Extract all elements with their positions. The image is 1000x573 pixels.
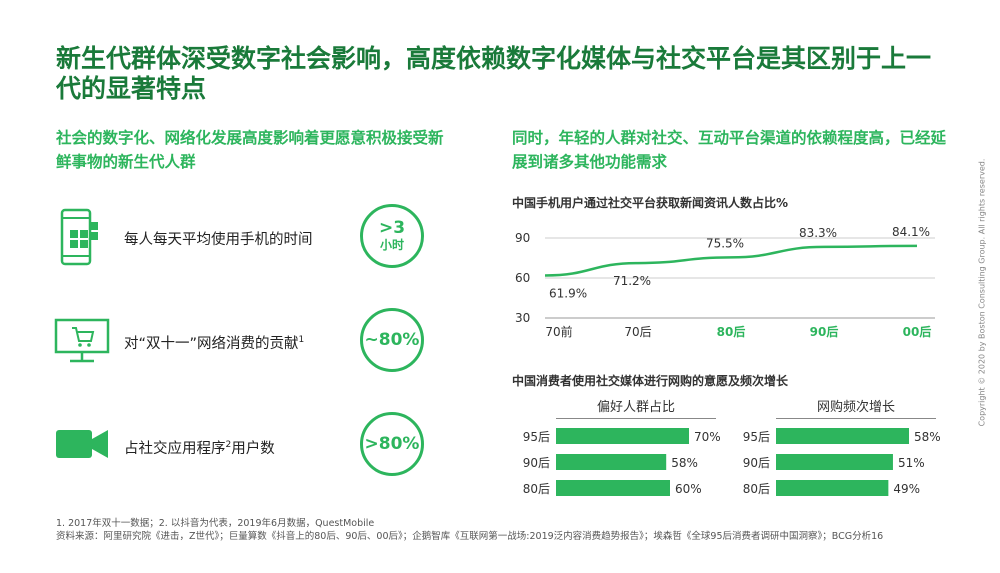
bar-category-label: 95后	[523, 430, 550, 444]
stat-social-app-label-after: 用户数	[231, 441, 275, 457]
bar-category-label: 90后	[743, 456, 770, 470]
stat-phone-time-badge: >3 小时	[360, 204, 424, 268]
bar-data-label: 58%	[671, 456, 698, 470]
bar-mark	[776, 454, 893, 470]
right-subhead: 同时，年轻的人群对社交、互动平台渠道的依赖程度高，已经延展到诸多其他功能需求	[512, 129, 947, 171]
line-chart: 90 60 30 61.9% 70前 71.2% 70后 75.5% 80后 83.3% 90…	[515, 225, 935, 339]
bar-mark	[776, 480, 889, 496]
line-data-label: 83.3%	[799, 226, 837, 240]
x-tick-label: 80后	[717, 324, 746, 339]
mobile-phone-icon	[60, 208, 106, 272]
bar-mark	[556, 428, 689, 444]
x-tick-label: 70后	[624, 325, 651, 339]
bar-series-1-name: 偏好人群占比	[596, 400, 675, 415]
stat-phone-time-value: >3	[378, 218, 406, 238]
y-tick-90: 90	[515, 231, 530, 245]
bar-category-label: 80后	[743, 482, 770, 496]
bar-series-1-rule	[556, 418, 716, 419]
stat-social-app-badge: >80%	[360, 412, 424, 476]
stat-double11-text: 对“双十一”网络消费的贡献1	[124, 332, 304, 353]
shopping-cart-monitor-icon	[54, 318, 110, 368]
x-tick-label: 90后	[810, 324, 839, 339]
bar-category-label: 95后	[743, 430, 770, 444]
y-tick-60: 60	[515, 271, 530, 285]
line-data-label: 84.1%	[892, 225, 930, 239]
stat-phone-time-unit: 小时	[379, 238, 404, 252]
video-camera-icon	[54, 424, 110, 468]
bar-series-2-rule	[776, 418, 936, 419]
stat-social-app-value: >80%	[364, 433, 420, 454]
x-tick-label: 00后	[903, 324, 932, 339]
line-data-label: 71.2%	[613, 274, 651, 288]
bar-data-label: 70%	[694, 430, 721, 444]
stat-double11-badge: ~80%	[360, 308, 424, 372]
stat-phone-time-text: 每人每天平均使用手机的时间	[124, 232, 313, 248]
bar-category-label: 90后	[523, 456, 550, 470]
left-subhead: 社会的数字化、网络化发展高度影响着更愿意积极接受新鲜事物的新生代人群	[56, 129, 444, 171]
bar-category-label: 80后	[523, 482, 550, 496]
page-title: 新生代群体深受数字社会影响，高度依赖数字化媒体与社交平台是其区别于上一代的显著特…	[56, 44, 932, 103]
bar-mark	[556, 480, 670, 496]
line-data-label: 75.5%	[706, 236, 744, 250]
bar-chart-title: 中国消费者使用社交媒体进行网购的意愿及频次增长	[512, 374, 789, 388]
stat-double11-label: 对“双十一”网络消费的贡献	[124, 336, 299, 352]
line-chart-title: 中国手机用户通过社交平台获取新闻资讯人数占比%	[512, 196, 789, 210]
bar-data-label: 51%	[898, 456, 925, 470]
footnote-line-1: 1. 2017年双十一数据；2. 以抖音为代表，2019年6月数据，QuestM…	[56, 518, 375, 529]
bar-data-label: 60%	[675, 482, 702, 496]
bar-data-label: 58%	[914, 430, 941, 444]
bar-mark	[556, 454, 667, 470]
footnote-ref-1: 1	[298, 335, 305, 346]
footnote-sources: 资料来源：阿里研究院《进击，Z世代》；巨量算数《抖音上的80后、90后、00后》…	[56, 531, 884, 542]
bar-chart: 95后 70% 90后 58% 80后 60% 95后 58% 90后 51% 80后 49%	[523, 428, 941, 496]
bar-data-label: 49%	[893, 482, 920, 496]
copyright-text: Copyright © 2020 by Boston Consulting Gr…	[977, 158, 987, 427]
line-data-label: 61.9%	[549, 286, 587, 300]
stat-social-app-label: 占社交应用程序	[124, 441, 226, 457]
stat-double11-value: ~80%	[364, 329, 420, 350]
bar-series-2-name: 网购频次增长	[816, 400, 895, 415]
y-tick-30: 30	[515, 311, 530, 325]
line-series	[544, 244, 918, 277]
bar-mark	[776, 428, 909, 444]
stat-social-app-text: 占社交应用程序2用户数	[124, 437, 275, 458]
footnote-ref-2: 2	[225, 440, 232, 451]
x-tick-label: 70前	[545, 324, 572, 339]
